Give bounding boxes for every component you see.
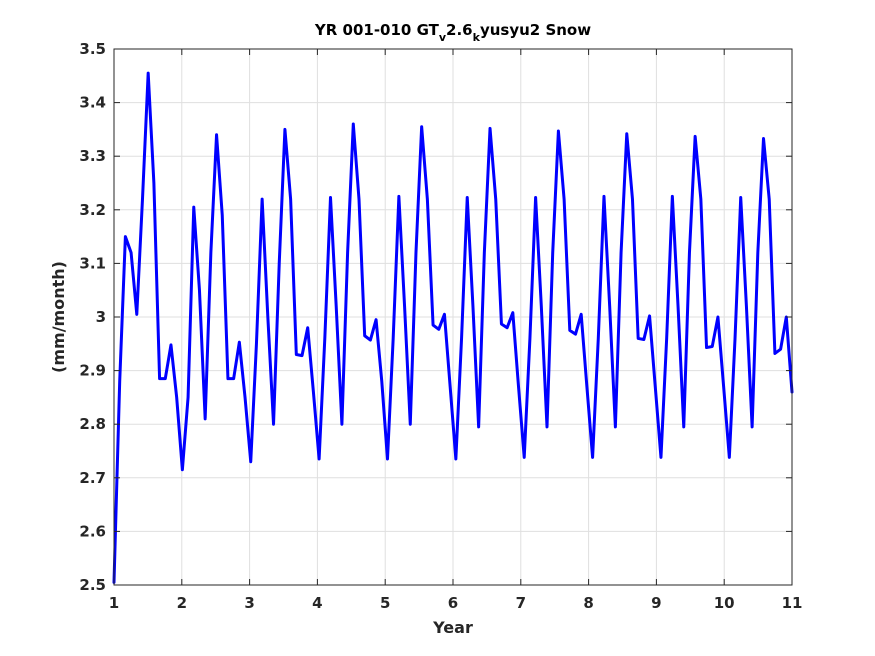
- x-tick-label: 5: [380, 594, 390, 612]
- y-tick-label: 3.1: [79, 254, 106, 272]
- title-sub2: k: [473, 31, 481, 44]
- title-sub1: v: [439, 31, 447, 44]
- y-tick-label: 3: [96, 308, 106, 326]
- y-tick-label: 3.3: [79, 147, 106, 165]
- x-tick-label: 9: [651, 594, 661, 612]
- title-mid: 2.6: [446, 21, 473, 39]
- x-tick-label: 4: [312, 594, 322, 612]
- x-tick-label: 8: [583, 594, 593, 612]
- y-tick-label: 2.9: [79, 362, 106, 380]
- x-tick-label: 7: [516, 594, 526, 612]
- y-tick-label: 2.7: [79, 469, 106, 487]
- grid: [113, 48, 793, 586]
- ticks: 1 2 3 4 5 6 7 8 9 10 11 2.5 2.6 2.7 2.8 2.9 3 3.1 3.2 3.3 3.…: [79, 40, 802, 612]
- y-tick-label: 2.8: [79, 415, 106, 433]
- x-tick-label: 11: [782, 594, 803, 612]
- x-tick-label: 1: [109, 594, 119, 612]
- title-tail: yusyu2 Snow: [480, 21, 591, 39]
- y-tick-label: 2.6: [79, 522, 106, 540]
- y-tick-label: 3.5: [79, 40, 106, 58]
- x-axis-title: Year: [432, 618, 473, 637]
- y-tick-label: 3.2: [79, 201, 106, 219]
- x-tick-label: 6: [448, 594, 458, 612]
- title-main: YR 001-010 GT: [314, 21, 440, 39]
- chart-title: YR 001-010 GTv2.6kyusyu2 Snow: [314, 21, 591, 44]
- x-tick-label: 2: [177, 594, 187, 612]
- y-tick-label: 2.5: [79, 576, 106, 594]
- series-line: [112, 71, 794, 584]
- x-tick-label: 3: [244, 594, 254, 612]
- y-axis-title: (mm/month): [49, 261, 68, 373]
- series-layer: [112, 71, 794, 584]
- x-tick-label: 10: [714, 594, 735, 612]
- y-tick-label: 3.4: [79, 94, 106, 112]
